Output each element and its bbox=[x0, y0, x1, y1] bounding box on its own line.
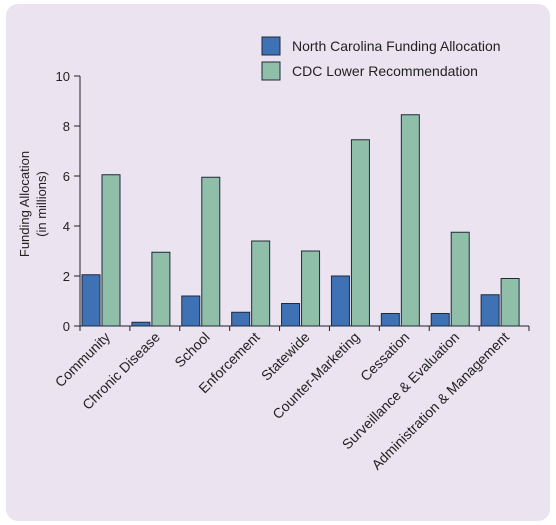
y-tick-label: 0 bbox=[63, 319, 70, 334]
bar-nc bbox=[430, 313, 450, 327]
bar-cdc bbox=[400, 114, 420, 327]
x-tick-label: Counter-Marketing bbox=[269, 329, 362, 422]
y-tick-label: 4 bbox=[63, 219, 70, 234]
bar-cdc bbox=[500, 278, 520, 327]
bar-nc bbox=[181, 295, 201, 327]
bar-nc bbox=[330, 275, 350, 327]
y-axis-title: Funding Allocation bbox=[17, 151, 32, 257]
bar-cdc bbox=[350, 139, 370, 327]
legend-swatch bbox=[261, 61, 281, 81]
legend-label: CDC Lower Recommendation bbox=[292, 63, 478, 79]
bar-nc bbox=[281, 303, 301, 327]
legend: North Carolina Funding Allocation CDC Low… bbox=[261, 36, 501, 81]
bar-nc bbox=[81, 274, 101, 327]
bars bbox=[81, 114, 520, 327]
bar-cdc bbox=[301, 250, 321, 327]
y-tick-labels: 0 2 4 6 8 10 bbox=[56, 69, 70, 334]
bar-cdc bbox=[201, 176, 221, 327]
bar-cdc bbox=[450, 231, 470, 327]
y-tick-label: 10 bbox=[56, 69, 70, 84]
bar-cdc bbox=[251, 240, 271, 327]
bar-nc bbox=[380, 313, 400, 327]
y-tick-label: 8 bbox=[63, 119, 70, 134]
y-tick-label: 2 bbox=[63, 269, 70, 284]
bar-nc bbox=[480, 294, 500, 327]
bar-nc bbox=[231, 311, 251, 327]
bar-nc bbox=[131, 321, 151, 327]
legend-swatch bbox=[261, 36, 281, 56]
bar-cdc bbox=[101, 174, 121, 327]
y-tick-label: 6 bbox=[63, 169, 70, 184]
x-tick-label: School bbox=[171, 329, 213, 371]
legend-label: North Carolina Funding Allocation bbox=[292, 38, 501, 54]
bar-cdc bbox=[151, 251, 171, 327]
y-axis-subtitle: (in millions) bbox=[34, 171, 49, 237]
